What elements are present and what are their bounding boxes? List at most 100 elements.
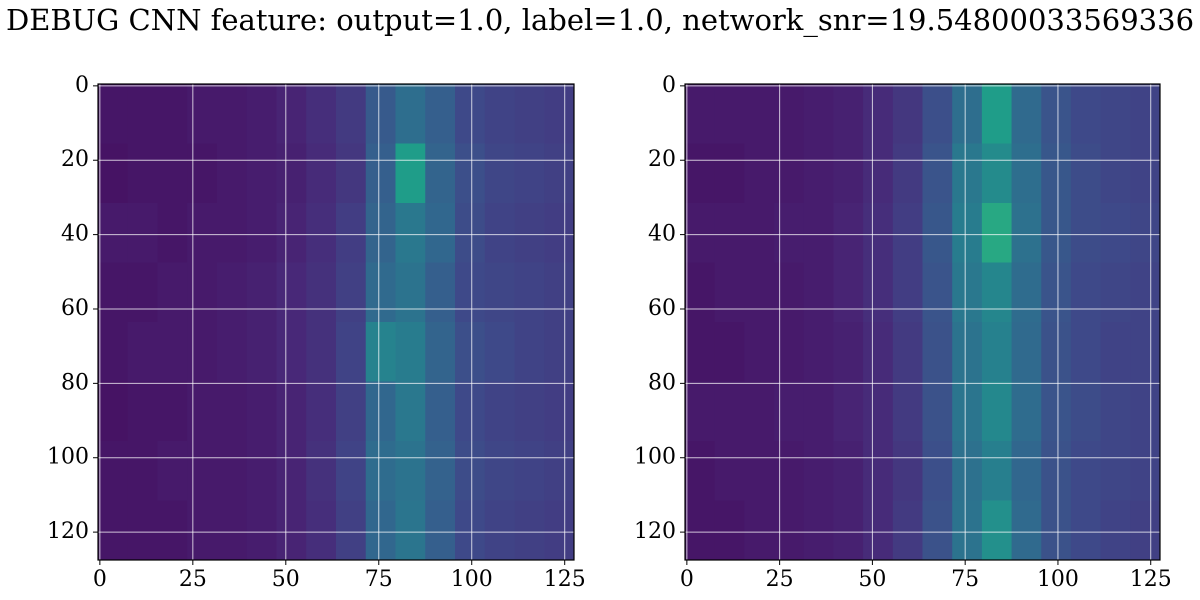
- heatmap-cell: [246, 143, 277, 204]
- heatmap-cell: [744, 500, 775, 561]
- heatmap-cell: [1041, 203, 1072, 263]
- heatmap-cell: [276, 143, 307, 204]
- heatmap-cell: [514, 262, 545, 323]
- heatmap-cell: [952, 84, 983, 144]
- heatmap-cell: [425, 262, 456, 323]
- heatmap-cell: [863, 381, 894, 442]
- heatmap-cell: [774, 441, 805, 501]
- heatmap-cell: [365, 203, 396, 263]
- heatmap-cell: [922, 322, 953, 382]
- heatmap-cell: [544, 143, 575, 204]
- heatmap-cell: [246, 381, 277, 442]
- heatmap-cell: [514, 381, 545, 442]
- heatmap-cell: [544, 381, 575, 442]
- heatmap-cell: [803, 143, 834, 204]
- heatmap-cell: [395, 322, 426, 382]
- heatmap-cell: [514, 143, 545, 204]
- heatmap-cell: [306, 441, 337, 501]
- axes-frame: [97, 83, 575, 561]
- heatmap-cell: [714, 322, 745, 382]
- heatmap-cell: [276, 322, 307, 382]
- heatmap-cell: [157, 500, 188, 561]
- heatmap-cell: [217, 262, 248, 323]
- heatmap-cell: [127, 143, 158, 204]
- heatmap-cell: [246, 262, 277, 323]
- heatmap-cell: [833, 441, 864, 501]
- heatmap-cell: [803, 203, 834, 263]
- heatmap-cell: [98, 84, 129, 144]
- heatmap-cell: [365, 322, 396, 382]
- heatmap-cell: [365, 441, 396, 501]
- heatmap-cell: [246, 500, 277, 561]
- heatmap-cell: [544, 441, 575, 501]
- heatmap-cell: [892, 441, 923, 501]
- heatmap-cell: [425, 84, 456, 144]
- heatmap-cell: [455, 381, 486, 442]
- heatmap-cell: [744, 203, 775, 263]
- heatmap-cell: [833, 262, 864, 323]
- heatmap-cell: [714, 500, 745, 561]
- heatmap-cell: [484, 322, 515, 382]
- heatmap-cell: [714, 441, 745, 501]
- heatmap-cell: [514, 322, 545, 382]
- x-tick-label: 125: [544, 567, 586, 592]
- heatmap-cell: [922, 143, 953, 204]
- heatmap-cell: [744, 143, 775, 204]
- heatmap-cell: [127, 381, 158, 442]
- heatmap-cell: [425, 500, 456, 561]
- heatmap-cell: [514, 203, 545, 263]
- heatmap-cell: [306, 381, 337, 442]
- x-tick-label: 0: [93, 567, 107, 592]
- heatmap-cell: [395, 441, 426, 501]
- heatmap-cell: [1130, 441, 1161, 501]
- heatmap-cell: [187, 143, 218, 204]
- heatmap-cell: [306, 203, 337, 263]
- heatmap-cell: [1041, 322, 1072, 382]
- heatmap-cell: [1041, 381, 1072, 442]
- heatmap-cell: [98, 143, 129, 204]
- heatmap-cell: [833, 322, 864, 382]
- heatmap-cell: [1011, 262, 1042, 323]
- heatmap-cell: [127, 322, 158, 382]
- heatmap-cell: [1011, 381, 1042, 442]
- heatmap-cell: [1070, 84, 1102, 144]
- heatmap-cell: [365, 262, 396, 323]
- heatmap-cell: [98, 381, 129, 442]
- heatmap-cell: [98, 262, 129, 323]
- heatmap-cell: [833, 381, 864, 442]
- x-tick-label: 125: [1130, 567, 1172, 592]
- heatmap-cell: [892, 322, 923, 382]
- heatmap-cell: [774, 262, 805, 323]
- heatmap-cell: [187, 203, 218, 263]
- heatmap-cell: [1130, 500, 1161, 561]
- heatmap-cell: [1070, 500, 1102, 561]
- heatmap-cell: [157, 381, 188, 442]
- heatmap-cell: [1041, 262, 1072, 323]
- heatmap-cell: [246, 441, 277, 501]
- heatmap-cell: [981, 322, 1013, 382]
- heatmap-cell: [484, 441, 515, 501]
- heatmap-cell: [685, 500, 716, 561]
- y-tick-label: 100: [47, 445, 89, 470]
- heatmap-cell: [187, 441, 218, 501]
- heatmap-cell: [187, 500, 218, 561]
- x-tick-label: 75: [951, 567, 979, 592]
- heatmap-cell: [336, 441, 367, 501]
- heatmap-cell: [484, 143, 515, 204]
- heatmap-cell: [425, 381, 456, 442]
- heatmap-cell: [217, 84, 248, 144]
- heatmap-cell: [157, 203, 188, 263]
- heatmap-cell: [544, 203, 575, 263]
- heatmap-cell: [395, 500, 426, 561]
- heatmap-cell: [952, 322, 983, 382]
- heatmap-cell: [952, 143, 983, 204]
- heatmap-cell: [157, 262, 188, 323]
- heatmap-cell: [425, 441, 456, 501]
- heatmap-cell: [484, 203, 515, 263]
- heatmap-cell: [744, 262, 775, 323]
- heatmap-cell: [395, 84, 426, 144]
- heatmap-cell: [484, 381, 515, 442]
- heatmap-cell: [803, 322, 834, 382]
- heatmap-cell: [157, 84, 188, 144]
- heatmap-cell: [395, 381, 426, 442]
